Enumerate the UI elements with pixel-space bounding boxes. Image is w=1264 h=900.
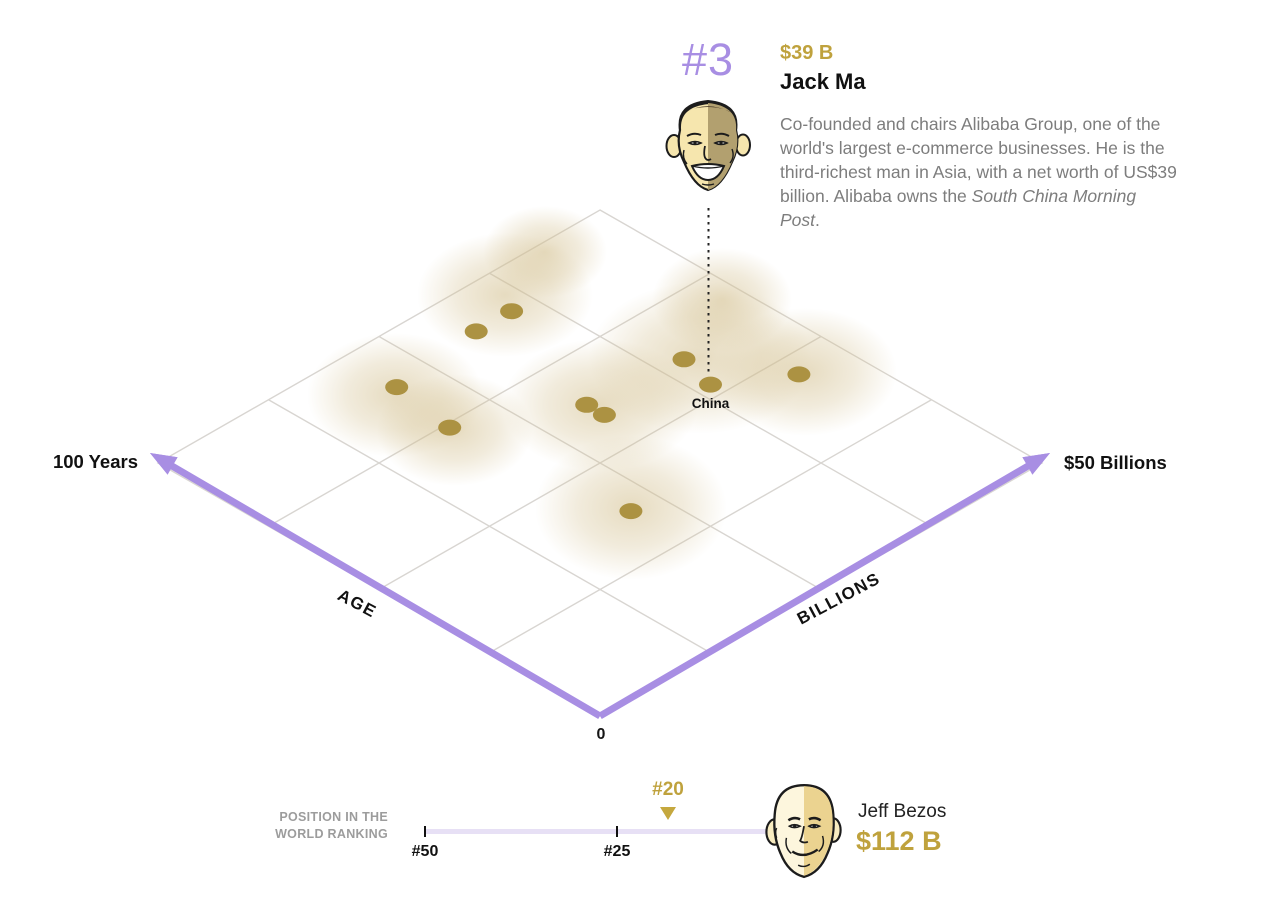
jeff-bezos-portrait [765, 783, 842, 879]
data-point [500, 303, 524, 320]
tick-50 [424, 826, 426, 837]
data-point [672, 351, 696, 368]
data-point [385, 379, 409, 396]
ranking-track [425, 829, 802, 834]
dots-layer [385, 303, 811, 520]
rank-marker-label: #20 [652, 779, 684, 800]
bio-text: Co-founded and chairs Alibaba Group, one… [780, 114, 1177, 230]
person-name: Jack Ma [780, 69, 866, 94]
data-point [787, 366, 811, 383]
bio-publication: South China Morning Post [780, 186, 1137, 230]
tick-25 [616, 826, 618, 837]
age-axis-end-label: 100 Years [52, 451, 138, 472]
origin-label: 0 [596, 726, 606, 743]
leader-net-worth: $112 B [856, 826, 942, 856]
density-blobs [307, 206, 897, 580]
jack-ma-portrait [665, 99, 751, 192]
rank-marker-triangle-icon [660, 807, 676, 820]
net-worth: $39 B [780, 42, 834, 64]
data-point [464, 323, 488, 340]
data-point [619, 503, 643, 520]
china-point-label: China [691, 395, 730, 411]
data-point [592, 406, 616, 423]
tick-label-50: #50 [411, 843, 439, 860]
billions-axis-end-label: $50 Billions [1064, 452, 1167, 473]
rank-badge: #3 [681, 34, 735, 85]
axis-arrows [150, 453, 1050, 720]
leader-name: Jeff Bezos [858, 801, 947, 822]
profile-info: $39 B Jack Ma Co-founded and chairs Alib… [780, 42, 1180, 232]
tick-label-25: #25 [603, 843, 631, 860]
data-point [438, 419, 462, 436]
ranking-caption: POSITION IN THE WORLD RANKING [275, 810, 388, 841]
data-point [575, 396, 599, 413]
data-point-china [699, 376, 722, 393]
